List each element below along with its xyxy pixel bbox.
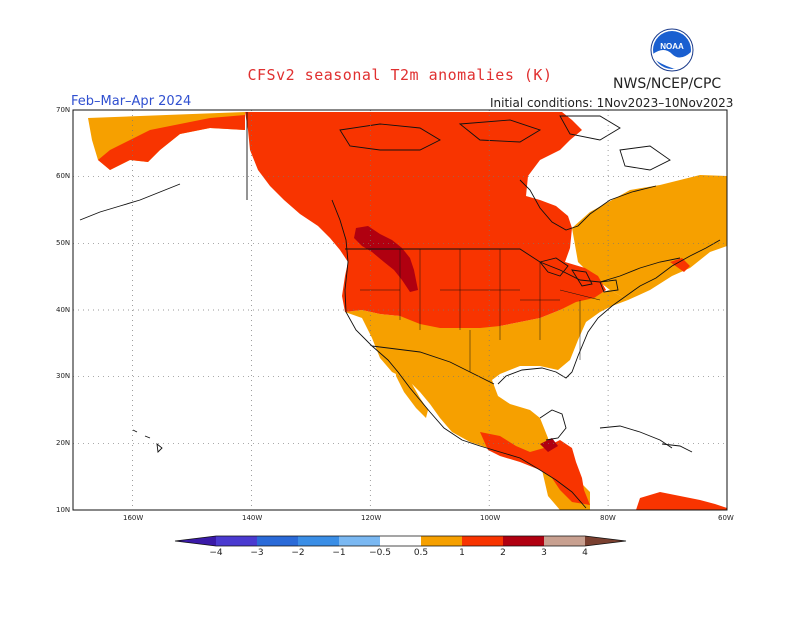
coastlines xyxy=(79,112,721,509)
colorbar-cell-3-4 xyxy=(544,536,585,546)
colorbar-tick: 0.5 xyxy=(413,548,429,558)
season-label: Feb–Mar–Apr 2024 xyxy=(71,94,192,109)
colorbar-tick: −1 xyxy=(332,548,346,558)
lat-label: 70N xyxy=(56,106,71,114)
colorbar-cell-minus4-minus3 xyxy=(216,536,257,546)
cuba-line xyxy=(599,425,673,449)
anomaly-fields xyxy=(88,112,727,510)
lon-label: 100W xyxy=(480,514,501,522)
colorbar xyxy=(174,535,627,547)
colorbar-outline xyxy=(174,535,627,547)
lat-label: 50N xyxy=(56,239,71,247)
anomaly-region-1-2 xyxy=(670,258,690,272)
initial-conditions-label: Initial conditions: 1Nov2023–10Nov2023 xyxy=(490,96,734,110)
colorbar-tick: −0.5 xyxy=(369,548,391,558)
colorbar-tick: 3 xyxy=(541,548,547,558)
lon-label: 80W xyxy=(600,514,616,522)
colorbar-cell-2-3 xyxy=(503,536,544,546)
colorbar-tick: 4 xyxy=(582,548,588,558)
lat-label: 10N xyxy=(56,506,71,514)
yucatan-line xyxy=(539,409,567,441)
state-borders xyxy=(360,249,601,372)
graticule xyxy=(73,110,727,510)
anomaly-region-0.5-1 xyxy=(395,360,428,418)
anomaly-region-2-3 xyxy=(540,438,558,452)
lat-label: 30N xyxy=(56,372,71,380)
anomaly-region-1-2 xyxy=(480,432,590,505)
anomaly-region-1-2 xyxy=(636,492,727,510)
colorbar-cell-above-4 xyxy=(585,536,626,546)
colorbar-tick: −2 xyxy=(291,548,305,558)
great-lakes xyxy=(539,257,619,293)
lon-label: 140W xyxy=(242,514,263,522)
colorbar-cell-1-2 xyxy=(462,536,503,546)
colorbar-tick: −3 xyxy=(250,548,264,558)
lon-label: 60W xyxy=(718,514,734,522)
map-title: CFSv2 seasonal T2m anomalies (K) xyxy=(247,66,553,84)
colorbar-cell-minus2-minus1 xyxy=(298,536,339,546)
aleutian-coast xyxy=(79,183,181,221)
colorbar-cell-minus1-minus05 xyxy=(339,536,380,546)
us-mexico-border xyxy=(371,345,495,385)
arctic-islands xyxy=(339,115,671,171)
lat-label: 60N xyxy=(56,172,71,180)
gulf-coast-line xyxy=(497,239,721,385)
hawaii-islands xyxy=(132,429,163,453)
anomaly-region-1-2 xyxy=(98,115,245,170)
anomaly-region-0.5-1 xyxy=(572,175,727,300)
logo-text: NOAA xyxy=(660,42,684,51)
lon-label: 160W xyxy=(123,514,144,522)
lon-label: 120W xyxy=(361,514,382,522)
colorbar-cell-minus3-minus2 xyxy=(257,536,298,546)
anomaly-region-1-2 xyxy=(245,112,606,328)
colorbar-tick: 2 xyxy=(500,548,506,558)
colorbar-cell-05-1 xyxy=(421,536,462,546)
colorbar-tick: −4 xyxy=(209,548,223,558)
anomaly-region-2-3 xyxy=(354,226,418,292)
colorbar-cell-neutral xyxy=(380,536,421,546)
map-frame xyxy=(72,109,728,511)
colorbar-tick: 1 xyxy=(459,548,465,558)
agency-label: NWS/NCEP/CPC xyxy=(613,76,722,92)
colorbar-cell-below-minus4 xyxy=(175,536,216,546)
lat-label: 20N xyxy=(56,439,71,447)
lat-label: 40N xyxy=(56,306,71,314)
hispaniola-line xyxy=(661,443,693,453)
noaa-logo: NOAA xyxy=(650,28,694,72)
hudson-bay-coast xyxy=(519,179,657,231)
west-coast-line xyxy=(331,199,587,509)
